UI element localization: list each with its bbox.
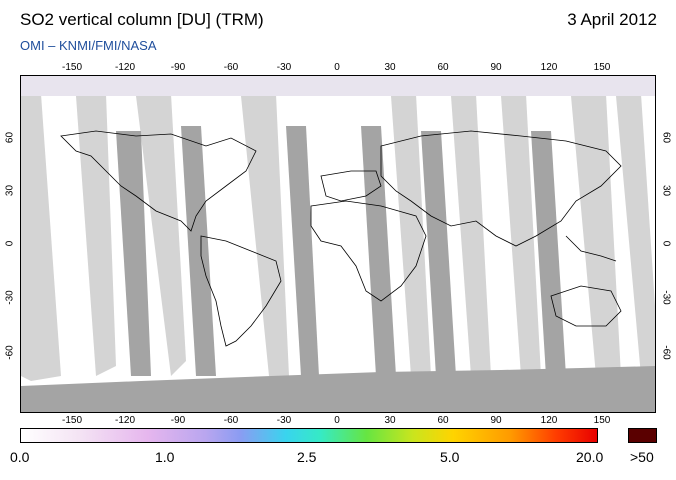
lon-tick-bottom: 60 — [437, 415, 449, 426]
lon-tick-bottom: -30 — [276, 415, 292, 426]
lon-tick-bottom: 0 — [334, 415, 340, 426]
orbit-swaths-light — [21, 94, 655, 381]
lon-tick-bottom: 30 — [384, 415, 396, 426]
lon-tick-bottom: -150 — [61, 415, 82, 426]
lon-tick-bottom: -60 — [223, 415, 239, 426]
lon-tick-bottom: 150 — [593, 415, 611, 426]
orbit-swaths-dark — [116, 126, 566, 376]
lat-tick-right: 0 — [660, 240, 672, 247]
colorbar-label: 20.0 — [576, 449, 604, 465]
lat-tick-left: 60 — [4, 131, 16, 144]
colorbar — [20, 428, 598, 443]
colorbar-label: 2.5 — [297, 449, 317, 465]
lon-tick-bottom: 90 — [490, 415, 502, 426]
lat-tick-left: 30 — [4, 184, 16, 197]
lat-tick-left: -30 — [4, 290, 16, 305]
colorbar-label: 1.0 — [155, 449, 175, 465]
lon-tick-top: 30 — [384, 62, 396, 73]
colorbar-over-label: >50 — [630, 449, 654, 465]
map-title: SO2 vertical column [DU] (TRM) — [20, 10, 264, 29]
lon-tick-bottom: 120 — [540, 415, 558, 426]
lon-tick-top: -90 — [170, 62, 186, 73]
so2-map[interactable] — [20, 75, 656, 413]
lat-tick-right: -30 — [660, 290, 672, 305]
lon-tick-bottom: -90 — [170, 415, 186, 426]
arctic-noise-band — [21, 76, 655, 96]
colorbar-over50-swatch — [628, 428, 657, 443]
lon-tick-top: -150 — [61, 62, 82, 73]
data-credit: OMI – KNMI/FMI/NASA — [20, 38, 157, 53]
lon-tick-top: 150 — [593, 62, 611, 73]
lon-tick-top: 120 — [540, 62, 558, 73]
lat-tick-right: -60 — [660, 345, 672, 360]
lon-tick-top: -30 — [276, 62, 292, 73]
lat-tick-right: 60 — [660, 131, 672, 144]
map-svg — [21, 76, 655, 412]
lat-tick-left: 0 — [4, 240, 16, 247]
map-date: 3 April 2012 — [567, 10, 657, 29]
lat-tick-left: -60 — [4, 345, 16, 360]
lon-tick-bottom: -120 — [114, 415, 135, 426]
coastlines — [60, 130, 622, 347]
lon-tick-top: 90 — [490, 62, 502, 73]
antarctica-region — [21, 366, 655, 412]
colorbar-label: 5.0 — [440, 449, 460, 465]
lon-tick-top: 0 — [334, 62, 340, 73]
lon-tick-top: -120 — [114, 62, 135, 73]
lon-tick-top: 60 — [437, 62, 449, 73]
lon-tick-top: -60 — [223, 62, 239, 73]
colorbar-label: 0.0 — [10, 449, 30, 465]
lat-tick-right: 30 — [660, 184, 672, 197]
